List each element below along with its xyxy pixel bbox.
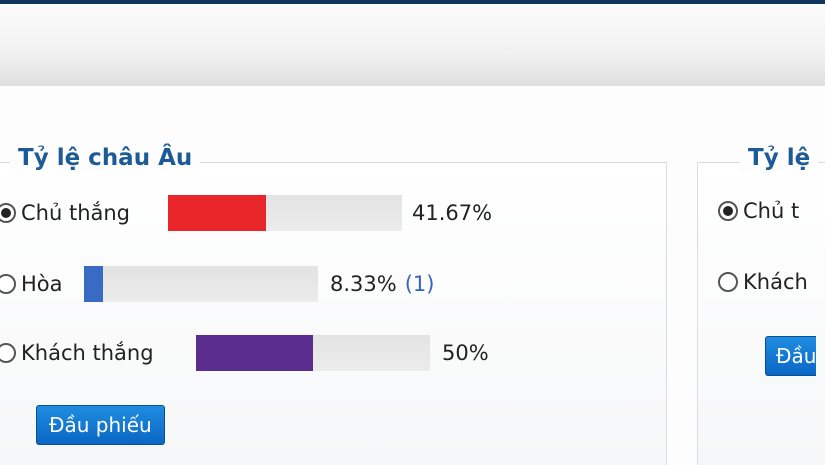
percent-draw: 8.33% (1) bbox=[330, 266, 434, 302]
option-label: Chủ thắng bbox=[21, 201, 131, 225]
progress-bar-draw bbox=[84, 266, 318, 302]
radio-home-win-2[interactable] bbox=[718, 201, 738, 221]
option-draw[interactable]: Hòa bbox=[0, 266, 63, 302]
vote-count: (1) bbox=[404, 272, 435, 296]
option-home-win-2[interactable]: Chủ t bbox=[718, 193, 799, 229]
progress-fill bbox=[168, 195, 266, 231]
radio-draw[interactable] bbox=[0, 274, 16, 294]
top-border bbox=[0, 0, 825, 4]
option-label: Chủ t bbox=[743, 199, 800, 223]
percent-away-win: 50% bbox=[442, 335, 489, 371]
option-home-win[interactable]: Chủ thắng bbox=[0, 195, 130, 231]
radio-away-win[interactable] bbox=[0, 343, 16, 363]
progress-bar-home-win bbox=[168, 195, 402, 231]
vote-button[interactable]: Đầu phiếu bbox=[36, 405, 165, 445]
option-label: Hòa bbox=[21, 272, 63, 296]
option-away-win-2[interactable]: Khách bbox=[718, 264, 808, 300]
radio-home-win[interactable] bbox=[0, 203, 16, 223]
poll-title: Tỷ lệ châu Âu bbox=[10, 145, 201, 171]
option-away-win[interactable]: Khách thắng bbox=[0, 335, 154, 371]
percent-text: 8.33% bbox=[330, 272, 397, 296]
percent-text: 50% bbox=[442, 341, 489, 365]
vote-button-2[interactable]: Đầu bbox=[765, 336, 817, 376]
header-band bbox=[0, 6, 825, 86]
progress-fill bbox=[196, 335, 313, 371]
option-label: Khách thắng bbox=[21, 341, 154, 365]
progress-bar-away-win bbox=[196, 335, 430, 371]
percent-home-win: 41.67% bbox=[412, 195, 492, 231]
poll-title: Tỷ lệ bbox=[740, 145, 819, 171]
option-label: Khách bbox=[743, 270, 808, 294]
radio-away-win-2[interactable] bbox=[718, 272, 738, 292]
progress-fill bbox=[84, 266, 104, 302]
percent-text: 41.67% bbox=[412, 201, 493, 225]
